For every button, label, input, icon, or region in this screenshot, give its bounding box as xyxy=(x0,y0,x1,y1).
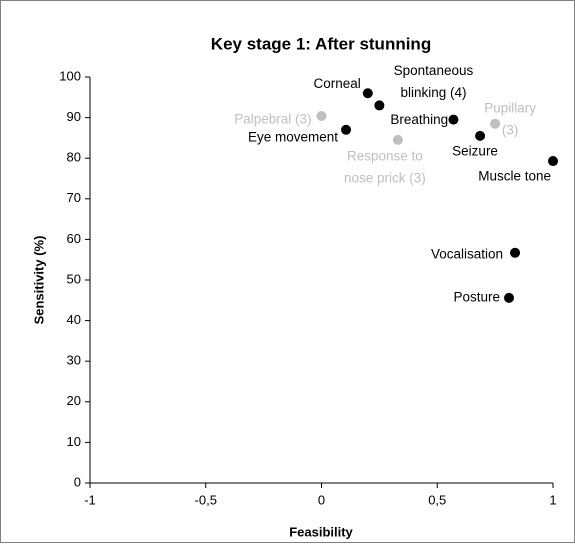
point xyxy=(510,247,521,258)
point xyxy=(362,88,373,99)
point xyxy=(490,118,501,129)
x-tick-label: -1 xyxy=(84,492,96,507)
point-label: Eye movement xyxy=(248,129,338,144)
y-tick-label: 40 xyxy=(67,312,81,327)
x-tick-label: -0,5 xyxy=(195,492,217,507)
y-tick-label: 80 xyxy=(67,150,81,165)
point xyxy=(316,110,327,121)
y-tick-label: 60 xyxy=(67,231,81,246)
point xyxy=(392,134,403,145)
point xyxy=(475,130,486,141)
point-label: Spontaneous xyxy=(394,63,474,78)
point xyxy=(341,124,352,135)
point-label: Vocalisation xyxy=(431,246,503,261)
x-tick-label: 0 xyxy=(318,492,325,507)
point-label: Posture xyxy=(453,289,500,304)
y-tick-label: 90 xyxy=(67,109,81,124)
x-axis-label: Feasibility xyxy=(289,524,353,539)
chart-title: Key stage 1: After stunning xyxy=(211,34,431,53)
y-tick-label: 20 xyxy=(67,393,81,408)
point-label: Breathing xyxy=(390,112,448,127)
point-label: Corneal xyxy=(314,76,361,91)
y-tick-label: 50 xyxy=(67,271,81,286)
point xyxy=(504,292,515,303)
point-label: blinking (4) xyxy=(400,85,466,100)
point-label: Response to xyxy=(347,148,423,163)
point-label: Muscle tone xyxy=(478,169,551,184)
x-tick-label: 1 xyxy=(549,492,556,507)
y-tick-label: 10 xyxy=(67,434,81,449)
y-axis-label: Sensitivity (%) xyxy=(31,236,46,325)
point-label: Palpebral (3) xyxy=(234,112,311,127)
x-tick-label: 0,5 xyxy=(428,492,446,507)
y-tick-label: 0 xyxy=(74,474,81,489)
point xyxy=(548,156,558,167)
point-label: Pupillary xyxy=(484,100,536,115)
point xyxy=(374,100,385,111)
point-label: (3) xyxy=(502,122,519,137)
point-label: Seizure xyxy=(452,143,498,158)
point-label: nose prick (3) xyxy=(344,170,426,185)
y-tick-label: 100 xyxy=(59,68,81,83)
y-tick-label: 70 xyxy=(67,190,81,205)
point xyxy=(448,114,459,125)
y-tick-label: 30 xyxy=(67,353,81,368)
